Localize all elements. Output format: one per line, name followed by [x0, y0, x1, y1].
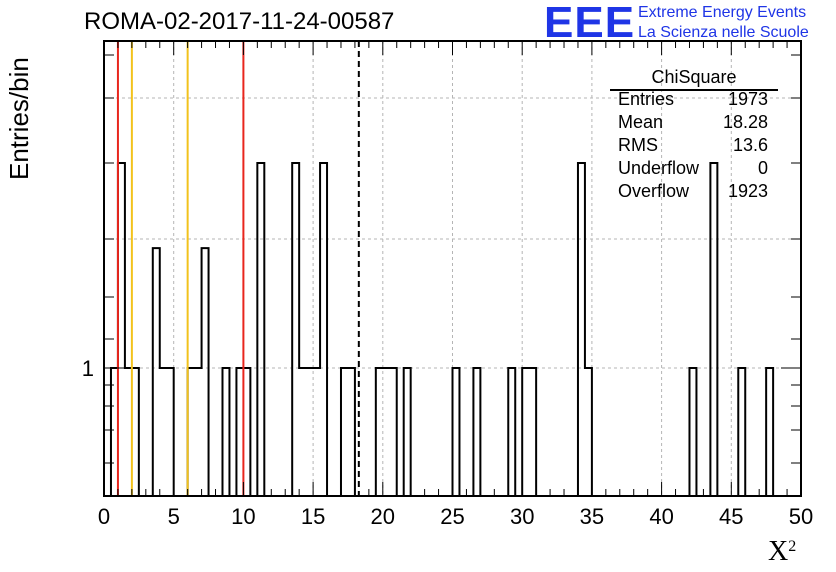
x-tick-label: 5	[168, 504, 180, 529]
logo-line-1: Extreme Energy Events	[638, 4, 807, 21]
x-tick-label: 30	[510, 504, 534, 529]
histogram-bin	[522, 368, 529, 496]
stats-row-rms: RMS 13.6	[610, 134, 778, 157]
x-tick-label: 50	[789, 504, 813, 529]
histogram-bin	[710, 163, 717, 496]
histogram-bin	[473, 368, 480, 496]
histogram-bin	[195, 368, 202, 496]
stats-value: 13.6	[732, 135, 768, 155]
histogram-bin	[508, 368, 515, 496]
histogram-bin	[766, 368, 773, 496]
x-tick-label: 35	[580, 504, 604, 529]
stats-label: Mean	[618, 112, 664, 132]
histogram-bin	[404, 368, 411, 496]
histogram-bin	[132, 368, 139, 496]
stats-value: 0	[757, 158, 768, 178]
stats-box-rule	[610, 89, 778, 91]
stats-row-mean: Mean 18.28	[610, 111, 778, 134]
stats-value: 1923	[727, 181, 768, 201]
histogram-bin	[320, 163, 327, 496]
histogram-bin	[383, 368, 390, 496]
x-axis-label-symbol: X	[768, 536, 789, 567]
histogram-bin	[188, 368, 195, 496]
stats-value: 18.28	[722, 112, 768, 132]
x-tick-label: 0	[98, 504, 110, 529]
histogram-bin	[376, 368, 383, 496]
histogram-bin	[299, 368, 306, 496]
histogram-bin	[257, 163, 264, 496]
x-tick-label: 40	[649, 504, 673, 529]
stats-box: ChiSquare Entries 1973 Mean 18.28 RMS 13…	[610, 66, 778, 203]
logo-line-2: La Scienza nelle Scuole	[638, 24, 809, 41]
histogram-bin	[453, 368, 460, 496]
histogram-bin	[202, 248, 209, 496]
histogram-bin	[578, 163, 585, 496]
x-tick-label: 25	[440, 504, 464, 529]
x-axis-label-exponent: 2	[788, 538, 797, 555]
stats-label: RMS	[618, 135, 658, 155]
x-tick-label: 15	[301, 504, 325, 529]
histogram-bin	[118, 163, 125, 496]
histogram-bin	[292, 163, 299, 496]
stats-row-overflow: Overflow 1923	[610, 180, 778, 203]
x-tick-label: 10	[231, 504, 255, 529]
histogram-bin	[689, 368, 696, 496]
chart-title: ROMA-02-2017-11-24-00587	[84, 8, 395, 35]
eee-logo-mark: EEE	[544, 0, 636, 47]
histogram-bin	[738, 368, 745, 496]
stats-box-title: ChiSquare	[651, 67, 737, 87]
histogram-bin	[153, 248, 160, 496]
histogram-bin	[125, 368, 132, 496]
histogram-bin	[341, 368, 348, 496]
histogram-bin	[222, 368, 229, 496]
stats-label: Overflow	[618, 181, 690, 201]
histogram-bin	[348, 368, 355, 496]
histogram-bin	[585, 368, 592, 496]
histogram-bin	[243, 368, 250, 496]
y-axis-label: Entries/bin	[4, 57, 34, 180]
histogram-bin	[306, 368, 313, 496]
histogram-bin	[529, 368, 536, 496]
stats-row-underflow: Underflow 0	[610, 157, 778, 180]
stats-label: Underflow	[618, 158, 700, 178]
x-tick-label: 20	[371, 504, 395, 529]
stats-label: Entries	[618, 89, 675, 109]
x-tick-label: 45	[719, 504, 743, 529]
histogram-bin	[236, 368, 243, 496]
histogram-bin	[390, 368, 397, 496]
histogram-bin	[111, 368, 118, 496]
stats-row-entries: Entries 1973	[610, 88, 778, 111]
stats-value: 1973	[727, 89, 768, 109]
histogram-bin	[313, 368, 320, 496]
histogram-bin	[167, 368, 174, 496]
histogram-bin	[160, 368, 167, 496]
x-axis-label: X2	[768, 536, 796, 568]
y-tick-label: 1	[82, 356, 94, 381]
